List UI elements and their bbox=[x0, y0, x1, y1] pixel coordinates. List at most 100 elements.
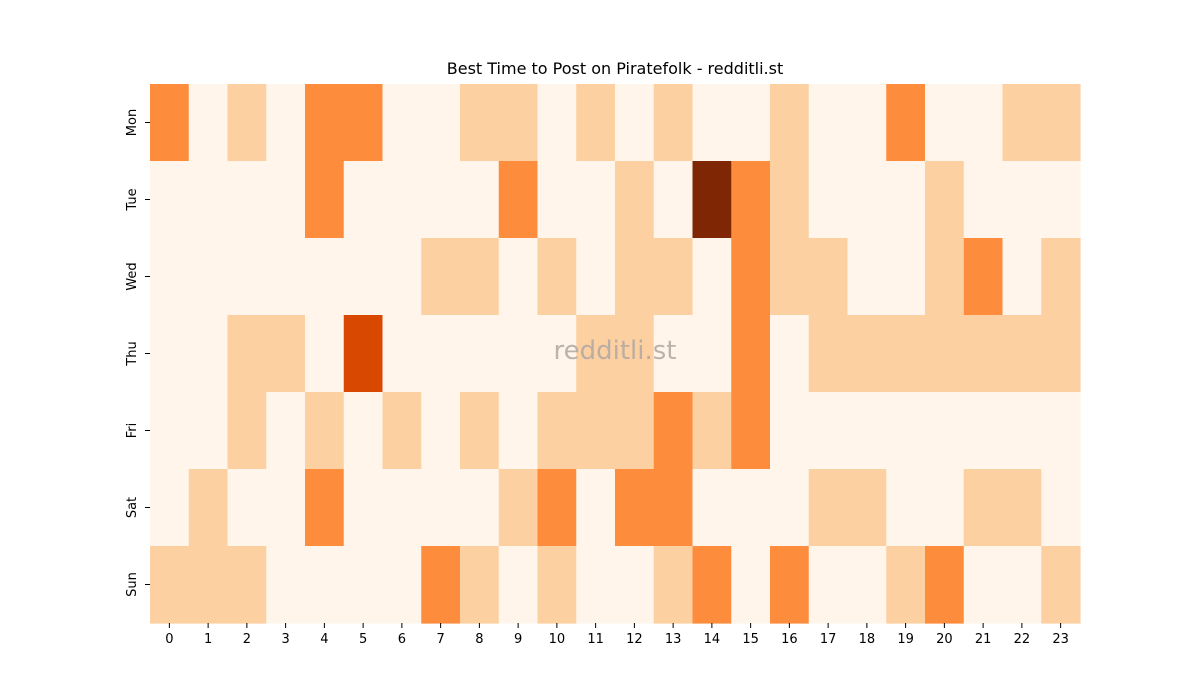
heatmap-cell-fri-17 bbox=[808, 392, 849, 470]
heatmap-cell-wed-18 bbox=[847, 238, 887, 316]
heatmap-cell-thu-11 bbox=[576, 315, 616, 393]
heatmap-cell-sat-23 bbox=[1041, 469, 1081, 547]
heatmap-cell-sat-0 bbox=[150, 469, 190, 547]
heatmap-cell-wed-21 bbox=[963, 238, 1004, 316]
heatmap-cell-sat-3 bbox=[266, 469, 306, 547]
heatmap-cell-wed-16 bbox=[770, 238, 810, 316]
heatmap-cell-thu-19 bbox=[886, 315, 926, 393]
heatmap-cell-sat-13 bbox=[653, 469, 694, 547]
heatmap-cell-fri-19 bbox=[886, 392, 926, 470]
heatmap-cell-tue-9 bbox=[498, 161, 539, 239]
heatmap-cell-tue-10 bbox=[537, 161, 577, 239]
heatmap-cell-wed-9 bbox=[498, 238, 539, 316]
heatmap-cell-thu-6 bbox=[382, 315, 422, 393]
heatmap-cell-mon-13 bbox=[653, 84, 694, 162]
heatmap-cell-thu-1 bbox=[188, 315, 229, 393]
heatmap-cell-wed-12 bbox=[615, 238, 655, 316]
heatmap-cell-fri-16 bbox=[770, 392, 810, 470]
heatmap-cell-sun-14 bbox=[692, 546, 732, 624]
heatmap-cell-wed-13 bbox=[653, 238, 694, 316]
heatmap-cell-sun-4 bbox=[305, 546, 345, 624]
heatmap-cell-thu-22 bbox=[1002, 315, 1042, 393]
heatmap-cell-sat-9 bbox=[498, 469, 539, 547]
heatmap-cell-wed-20 bbox=[925, 238, 965, 316]
heatmap-cell-sun-15 bbox=[731, 546, 771, 624]
heatmap-cell-fri-8 bbox=[460, 392, 500, 470]
heatmap-cell-tue-7 bbox=[421, 161, 461, 239]
heatmap-cell-mon-8 bbox=[460, 84, 500, 162]
heatmap-cell-thu-9 bbox=[498, 315, 539, 393]
heatmap-cell-wed-1 bbox=[188, 238, 229, 316]
heatmap-cell-wed-11 bbox=[576, 238, 616, 316]
y-tick-label: Wed bbox=[125, 262, 140, 290]
x-tick-label: 15 bbox=[742, 632, 759, 647]
heatmap-cell-sun-3 bbox=[266, 546, 306, 624]
heatmap-cell-mon-10 bbox=[537, 84, 577, 162]
x-tick-label: 0 bbox=[165, 632, 173, 647]
heatmap-cell-tue-4 bbox=[305, 161, 345, 239]
heatmap-cell-fri-14 bbox=[692, 392, 732, 470]
heatmap-cell-fri-4 bbox=[305, 392, 345, 470]
heatmap-cell-sat-5 bbox=[343, 469, 384, 547]
heatmap-cell-sun-6 bbox=[382, 546, 422, 624]
heatmap-cell-wed-8 bbox=[460, 238, 500, 316]
heatmap-cell-mon-16 bbox=[770, 84, 810, 162]
heatmap-cell-fri-13 bbox=[653, 392, 694, 470]
x-tick-label: 19 bbox=[897, 632, 914, 647]
heatmap-cell-tue-3 bbox=[266, 161, 306, 239]
heatmap-cell-mon-23 bbox=[1041, 84, 1081, 162]
heatmap-cell-mon-5 bbox=[343, 84, 384, 162]
heatmap-cell-mon-1 bbox=[188, 84, 229, 162]
chart-title: Best Time to Post on Piratefolk - reddit… bbox=[446, 59, 784, 78]
watermark-text: redditli.st bbox=[553, 336, 677, 366]
heatmap-cell-sun-7 bbox=[421, 546, 461, 624]
heatmap-cell-mon-11 bbox=[576, 84, 616, 162]
heatmap-cell-sun-1 bbox=[188, 546, 229, 624]
heatmap-cell-sun-23 bbox=[1041, 546, 1081, 624]
x-tick-label: 20 bbox=[936, 632, 953, 647]
heatmap-cell-mon-17 bbox=[808, 84, 849, 162]
heatmap-cell-wed-22 bbox=[1002, 238, 1042, 316]
heatmap-cell-mon-3 bbox=[266, 84, 306, 162]
heatmap-cell-sat-18 bbox=[847, 469, 887, 547]
heatmap-cell-sat-8 bbox=[460, 469, 500, 547]
heatmap-cell-mon-9 bbox=[498, 84, 539, 162]
heatmap-cell-thu-0 bbox=[150, 315, 190, 393]
heatmap-cell-thu-21 bbox=[963, 315, 1004, 393]
x-tick-label: 4 bbox=[320, 632, 328, 647]
heatmap-cell-sat-1 bbox=[188, 469, 229, 547]
heatmap-cell-sat-16 bbox=[770, 469, 810, 547]
heatmap-cell-fri-23 bbox=[1041, 392, 1081, 470]
heatmap-cell-sun-21 bbox=[963, 546, 1004, 624]
heatmap-cell-fri-0 bbox=[150, 392, 190, 470]
heatmap-cell-tue-18 bbox=[847, 161, 887, 239]
heatmap-cell-wed-19 bbox=[886, 238, 926, 316]
heatmap-cell-thu-17 bbox=[808, 315, 849, 393]
heatmap-cell-sat-11 bbox=[576, 469, 616, 547]
heatmap-cell-tue-1 bbox=[188, 161, 229, 239]
heatmap-cell-sat-12 bbox=[615, 469, 655, 547]
heatmap-cell-sat-19 bbox=[886, 469, 926, 547]
x-axis: 0 1 2 3 4 5 6 7 8 9 10 11 12 13 14 15 16 17 18 19 20 21 22 23 bbox=[165, 623, 1069, 647]
y-tick-label: Thu bbox=[125, 341, 140, 366]
heatmap-cell-sat-14 bbox=[692, 469, 732, 547]
heatmap-cell-mon-18 bbox=[847, 84, 887, 162]
heatmap-cell-mon-22 bbox=[1002, 84, 1042, 162]
heatmap-cell-sun-13 bbox=[653, 546, 694, 624]
heatmap-cell-tue-13 bbox=[653, 161, 694, 239]
heatmap-cell-wed-2 bbox=[227, 238, 267, 316]
heatmap-cell-sat-17 bbox=[808, 469, 849, 547]
heatmap-cell-tue-22 bbox=[1002, 161, 1042, 239]
heatmap-cell-thu-16 bbox=[770, 315, 810, 393]
heatmap-cell-fri-7 bbox=[421, 392, 461, 470]
x-tick-label: 2 bbox=[243, 632, 251, 647]
heatmap-cell-mon-20 bbox=[925, 84, 965, 162]
heatmap-cell-tue-19 bbox=[886, 161, 926, 239]
heatmap-cell-sun-22 bbox=[1002, 546, 1042, 624]
heatmap-cell-sat-20 bbox=[925, 469, 965, 547]
heatmap-cell-fri-2 bbox=[227, 392, 267, 470]
heatmap-cell-mon-6 bbox=[382, 84, 422, 162]
heatmap-cell-fri-22 bbox=[1002, 392, 1042, 470]
heatmap-cell-sun-17 bbox=[808, 546, 849, 624]
heatmap-cell-thu-7 bbox=[421, 315, 461, 393]
